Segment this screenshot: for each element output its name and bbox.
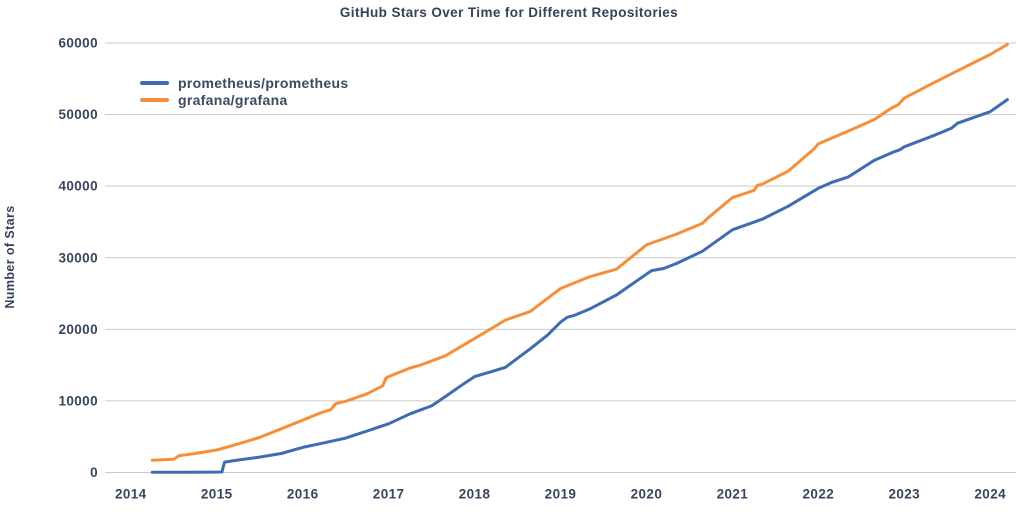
y-tick-label-50000: 50000 bbox=[58, 107, 98, 122]
x-tick-label-2019: 2019 bbox=[545, 487, 577, 502]
x-tick-label-2024: 2024 bbox=[974, 487, 1006, 502]
y-tick-label-0: 0 bbox=[90, 465, 98, 480]
chart-title: GitHub Stars Over Time for Different Rep… bbox=[339, 5, 679, 20]
y-tick-label-20000: 20000 bbox=[58, 322, 98, 337]
series-line-prometheus bbox=[150, 98, 1009, 474]
legend-label: prometheus/prometheus bbox=[178, 75, 349, 91]
series-line-grafana bbox=[150, 42, 1009, 462]
y-tick-label-40000: 40000 bbox=[58, 179, 98, 194]
x-tick-label-2017: 2017 bbox=[373, 487, 405, 502]
y-tick-label-60000: 60000 bbox=[58, 36, 98, 51]
x-tick-label-2021: 2021 bbox=[717, 487, 749, 502]
legend-item-grafana: grafana/grafana bbox=[140, 92, 348, 108]
x-tick-label-2014: 2014 bbox=[115, 487, 147, 502]
legend-line-swatch-orange bbox=[140, 98, 169, 102]
x-tick-label-2022: 2022 bbox=[803, 487, 835, 502]
legend-label: grafana/grafana bbox=[178, 92, 288, 108]
x-tick-label-2015: 2015 bbox=[201, 487, 233, 502]
legend-line-swatch-blue bbox=[140, 81, 169, 85]
x-tick-label-2020: 2020 bbox=[631, 487, 663, 502]
x-tick-label-2023: 2023 bbox=[888, 487, 920, 502]
legend: prometheus/prometheus grafana/grafana bbox=[140, 75, 349, 108]
legend-item-prometheus: prometheus/prometheus bbox=[140, 75, 349, 91]
y-tick-label-10000: 10000 bbox=[58, 393, 98, 408]
y-tick-label-30000: 30000 bbox=[58, 250, 98, 265]
x-tick-label-2018: 2018 bbox=[459, 487, 491, 502]
x-tick-label-2016: 2016 bbox=[287, 487, 319, 502]
